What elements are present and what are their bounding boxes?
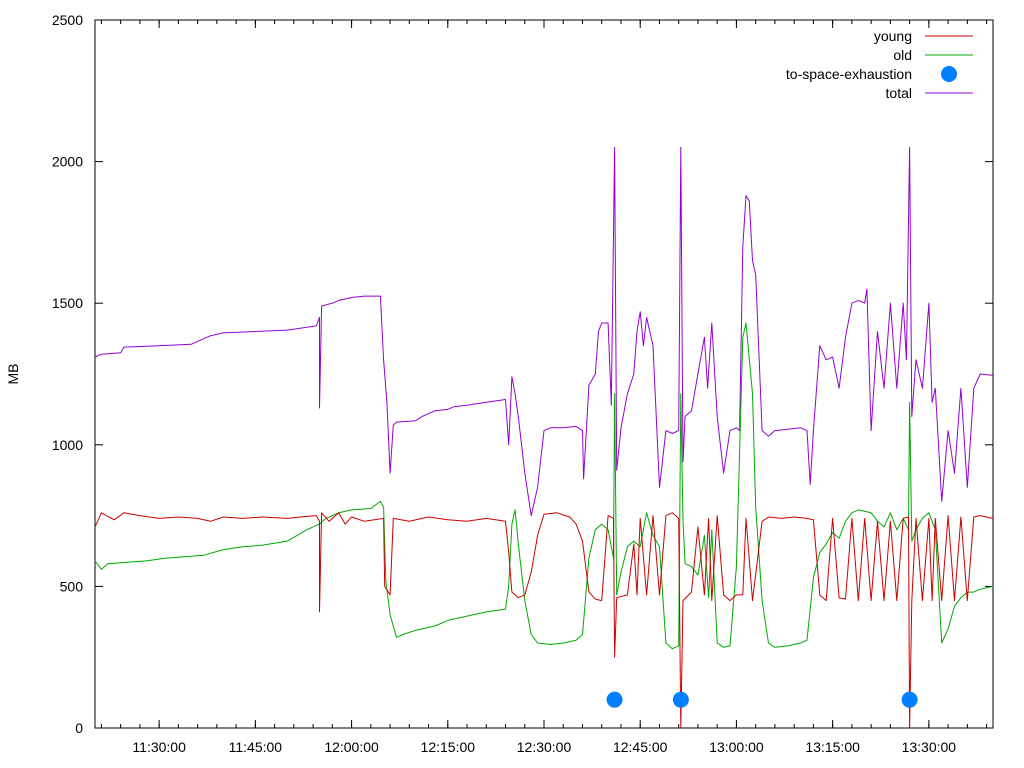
series-line-old [94,322,994,650]
legend-marker-to-space-exhaustion [941,66,957,82]
to-space-exhaustion-marker [672,691,689,708]
legend: young old to-space-exhaustion total [786,28,973,101]
y-tick-label: 2000 [52,154,83,170]
to-space-exhaustion-marker [606,691,623,708]
legend-label-young: young [874,28,912,44]
y-tick-label: 500 [60,578,84,594]
to-space-exhaustion-marker [901,691,918,708]
series-layer [94,146,994,729]
y-axis-label: MB [5,364,21,385]
x-axis: 11:30:00 11:45:00 12:00:00 12:15:00 12:30:00… [100,20,988,755]
x-tick-label: 11:45:00 [229,739,283,755]
y-axis: 0 500 1000 1500 2000 2500 [52,12,993,736]
y-tick-label: 1500 [52,295,83,311]
x-tick-label: 13:15:00 [805,739,860,755]
x-tick-label: 12:15:00 [421,739,476,755]
x-tick-label: 13:00:00 [709,739,764,755]
legend-label-total: total [886,85,912,101]
y-tick-label: 2500 [52,12,83,28]
x-tick-label: 12:45:00 [613,739,668,755]
legend-label-to-space-exhaustion: to-space-exhaustion [786,66,912,82]
plot-area [94,19,994,729]
x-tick-label: 12:00:00 [324,739,379,755]
series-line-young [94,512,994,729]
y-tick-label: 0 [75,720,83,736]
legend-label-old: old [893,47,912,63]
x-tick-label: 12:30:00 [517,739,572,755]
series-line-total [94,146,994,517]
x-tick-label: 11:30:00 [132,739,186,755]
x-tick-label: 13:30:00 [902,739,957,755]
y-tick-label: 1000 [52,437,83,453]
